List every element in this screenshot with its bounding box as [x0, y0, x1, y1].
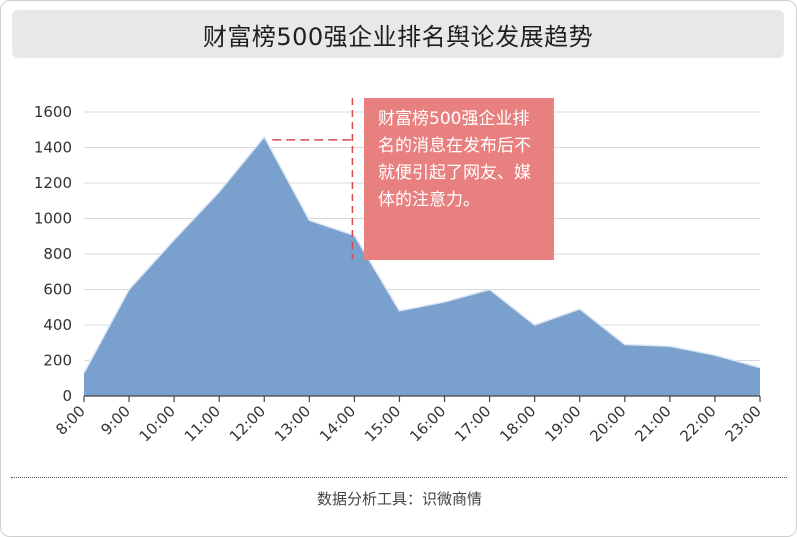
y-tick-label: 600: [43, 281, 72, 299]
chart-title: 财富榜500强企业排名舆论发展趋势: [12, 10, 784, 58]
annotation-marker: [272, 98, 354, 259]
x-tick-label: 21:00: [631, 402, 674, 445]
x-tick-label: 20:00: [586, 402, 629, 445]
y-tick-label: 0: [62, 387, 72, 405]
x-axis: [83, 395, 761, 402]
x-tick-label: 19:00: [541, 402, 584, 445]
x-tick-label: 8:00: [52, 402, 89, 439]
x-tick-label: 10:00: [136, 402, 179, 445]
x-tick-label: 9:00: [97, 402, 134, 439]
x-tick-label: 14:00: [316, 402, 359, 445]
annotation-box: 财富榜500强企业排名的消息在发布后不就便引起了网友、媒体的注意力。: [364, 98, 554, 260]
area-fill: [84, 136, 760, 396]
y-tick-label: 1600: [34, 103, 72, 121]
footer-divider: [11, 477, 787, 478]
y-axis-labels: 0 200 400 600 800 1000 1200 1400 1600: [34, 103, 72, 405]
x-tick-label: 22:00: [676, 402, 719, 445]
x-tick-label: 13:00: [271, 402, 314, 445]
y-tick-label: 400: [43, 316, 72, 334]
x-tick-label: 23:00: [722, 402, 765, 445]
area-line: [83, 135, 761, 374]
y-tick-label: 800: [43, 245, 72, 263]
x-tick-label: 18:00: [496, 402, 539, 445]
x-tick-label: 11:00: [181, 402, 224, 445]
x-tick-label: 12:00: [226, 402, 269, 445]
y-tick-label: 200: [43, 352, 72, 370]
x-tick-label: 16:00: [406, 402, 449, 445]
y-tick-label: 1000: [34, 210, 72, 228]
x-tick-label: 15:00: [361, 402, 404, 445]
x-axis-labels: 8:00 9:00 10:00 11:00 12:00 13:00 14:00 15:00 16…: [52, 402, 765, 445]
y-tick-label: 1200: [34, 174, 72, 192]
y-tick-label: 1400: [34, 139, 72, 157]
area-series: [83, 135, 761, 396]
x-tick-label: 17:00: [451, 402, 494, 445]
footer-source: 数据分析工具：识微商情: [316, 490, 482, 508]
